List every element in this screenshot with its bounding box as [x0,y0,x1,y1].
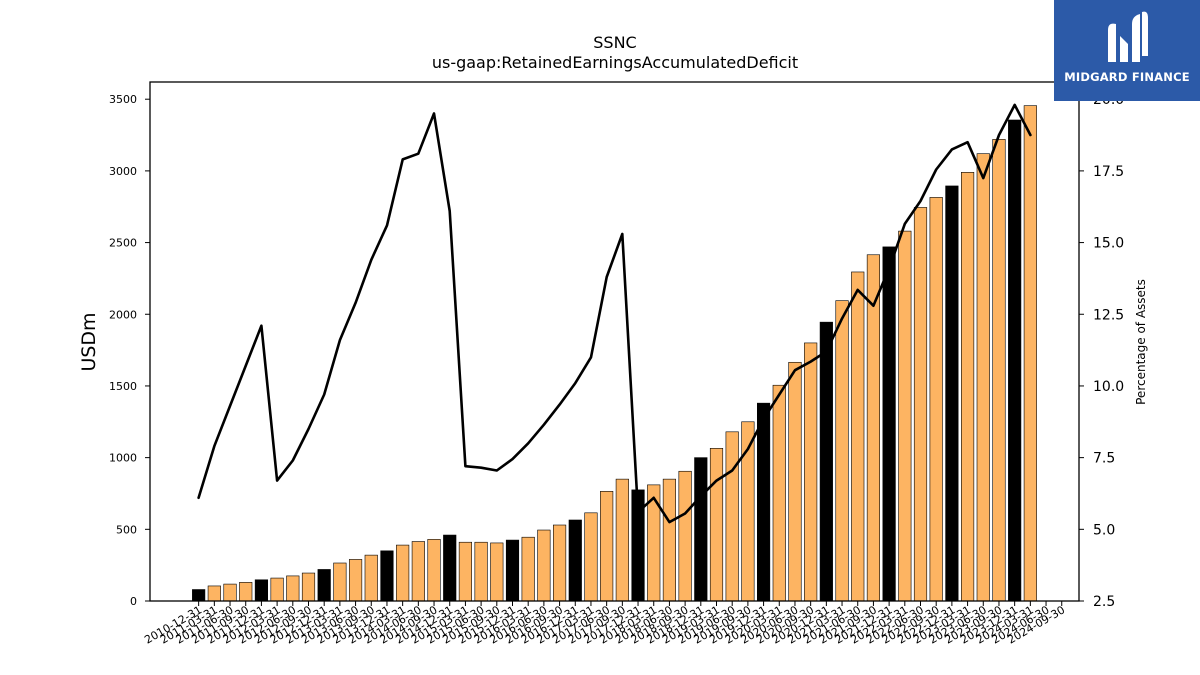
bar [427,539,441,602]
y2-tick-label: 15.0 [1093,236,1124,252]
bar [976,153,990,602]
chart-subtitle: us-gaap:RetainedEarningsAccumulatedDefic… [432,53,798,72]
bar [490,542,504,602]
y-tick-label: 3500 [109,93,137,106]
bar [537,529,551,602]
bar [584,512,598,602]
bar [380,550,394,602]
bar [568,519,582,602]
bar [396,544,410,602]
y-axis-label: USDm [78,312,100,371]
logo-text: MIDGARD FINANCE [1064,70,1190,84]
logo-mark-icon [1108,11,1148,63]
bar [505,539,520,602]
bar [772,384,786,602]
bar [992,139,1006,602]
bar [317,569,331,602]
bar [615,478,629,602]
bar [223,583,237,602]
bar [913,207,928,602]
bar [725,431,739,602]
bar [804,342,818,602]
y2-tick-label: 7.5 [1093,451,1115,467]
bar [552,524,567,602]
y-tick-label: 500 [116,523,137,536]
bar [192,589,206,602]
y-tick-label: 1000 [109,452,137,465]
bar [709,448,724,602]
bar [694,457,708,602]
bar [443,534,457,602]
bar [945,185,959,602]
bar [882,246,896,602]
bar [364,554,378,602]
y2-tick-label: 12.5 [1093,307,1124,323]
bar [898,230,912,602]
bar [348,559,363,602]
bar [851,271,865,602]
bar [270,577,284,602]
bar [333,562,347,602]
bar [286,575,300,602]
bar [207,585,221,602]
bar [929,197,943,602]
bar [458,541,472,602]
bar [757,402,771,602]
bar [301,572,316,602]
bar [474,541,488,602]
bar [239,582,253,602]
y2-axis-label: Percentage of Assets [1134,279,1148,405]
bar [600,491,614,602]
bar [1023,105,1037,602]
plot-frame [149,81,1080,602]
y-tick-label: 2000 [109,308,137,321]
bar [819,321,833,602]
bar [411,541,425,602]
brand-logo: MIDGARD FINANCE [1054,0,1200,101]
y-tick-label: 3000 [109,165,137,178]
bar [788,361,802,602]
percentage-line [197,103,1032,524]
y2-tick-label: 10.0 [1093,379,1124,395]
y2-tick-label: 5.0 [1093,522,1115,538]
y-tick-label: 0 [130,595,137,608]
bar [678,470,692,602]
bar [835,300,849,602]
bar [662,478,677,602]
chart-title: SSNC [593,33,636,52]
bar [254,579,268,602]
y-tick-label: 1500 [109,380,137,393]
bar [1008,119,1022,602]
y2-tick-label: 17.5 [1093,164,1124,180]
y2-tick-label: 2.5 [1093,594,1115,610]
bar [521,536,535,602]
bar [961,172,975,602]
y-tick-label: 2500 [109,237,137,250]
